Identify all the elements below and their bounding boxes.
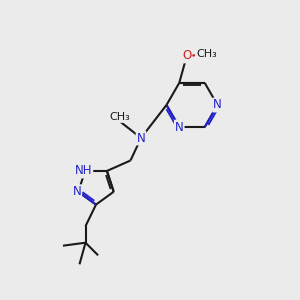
Text: N: N — [72, 185, 81, 198]
Text: N: N — [175, 121, 184, 134]
Text: CH₃: CH₃ — [109, 112, 130, 122]
Text: CH₃: CH₃ — [196, 50, 217, 59]
Text: O: O — [182, 50, 191, 62]
Text: NH: NH — [75, 164, 92, 178]
Text: N: N — [213, 98, 222, 112]
Text: N: N — [136, 131, 146, 145]
